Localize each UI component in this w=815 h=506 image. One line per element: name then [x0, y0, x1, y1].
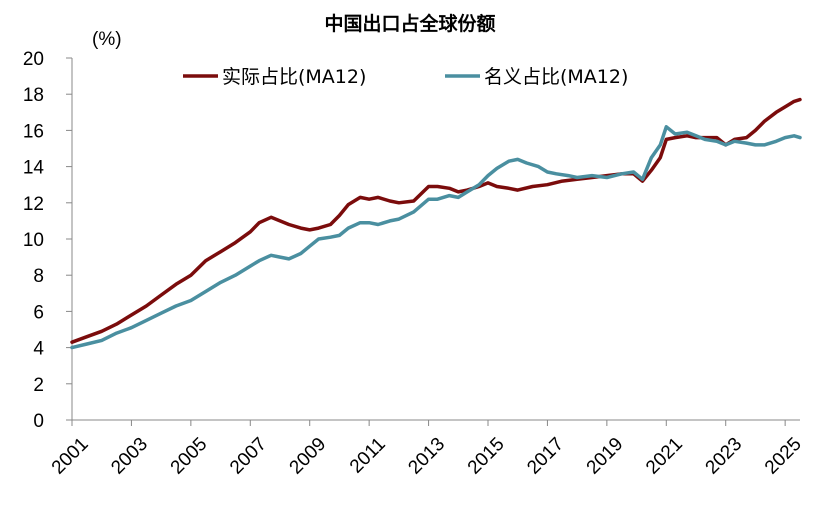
- x-tick-label: 2015: [464, 434, 509, 479]
- x-tick-label: 2001: [48, 434, 93, 479]
- y-tick-label: 6: [33, 302, 44, 323]
- y-tick-label: 14: [23, 158, 45, 179]
- x-axis: 2001 2003 2005 2007 2009 2011 2013 2015 2017 2019…: [48, 419, 806, 479]
- y-tick-label: 2: [33, 375, 44, 396]
- legend-label-0: 实际占比(MA12): [222, 66, 366, 88]
- y-tick-label: 18: [23, 85, 44, 106]
- x-tick-label: 2003: [107, 434, 152, 479]
- x-tick-label: 2019: [583, 434, 628, 479]
- y-tick-label: 8: [33, 266, 44, 287]
- y-tick-label: 4: [33, 339, 44, 360]
- y-tick-label: 16: [23, 121, 44, 142]
- x-tick-label: 2013: [404, 434, 449, 479]
- x-tick-label: 2005: [167, 434, 212, 479]
- y-axis-unit-label: (%): [92, 29, 122, 50]
- y-tick-label: 0: [33, 411, 44, 432]
- legend: 实际占比(MA12) 名义占比(MA12): [183, 66, 628, 88]
- series-layer: [70, 97, 802, 350]
- y-tick-label: 12: [23, 194, 44, 215]
- x-tick-label: 2009: [286, 434, 331, 479]
- y-tick-label: 10: [23, 230, 44, 251]
- x-tick-label: 2025: [761, 434, 806, 479]
- x-tick-label: 2017: [523, 434, 568, 479]
- legend-label-1: 名义占比(MA12): [484, 66, 628, 88]
- x-tick-label: 2007: [226, 434, 271, 479]
- y-tick-label: 20: [23, 49, 44, 70]
- y-axis: 0 2 4 6 8 10 12 14 16 18 20: [23, 49, 73, 432]
- x-tick-label: 2023: [702, 434, 747, 479]
- series-line-1: [70, 125, 802, 350]
- x-tick-label: 2011: [346, 434, 390, 478]
- x-tick-label: 2021: [642, 434, 687, 479]
- chart-title: 中国出口占全球份额: [324, 12, 495, 35]
